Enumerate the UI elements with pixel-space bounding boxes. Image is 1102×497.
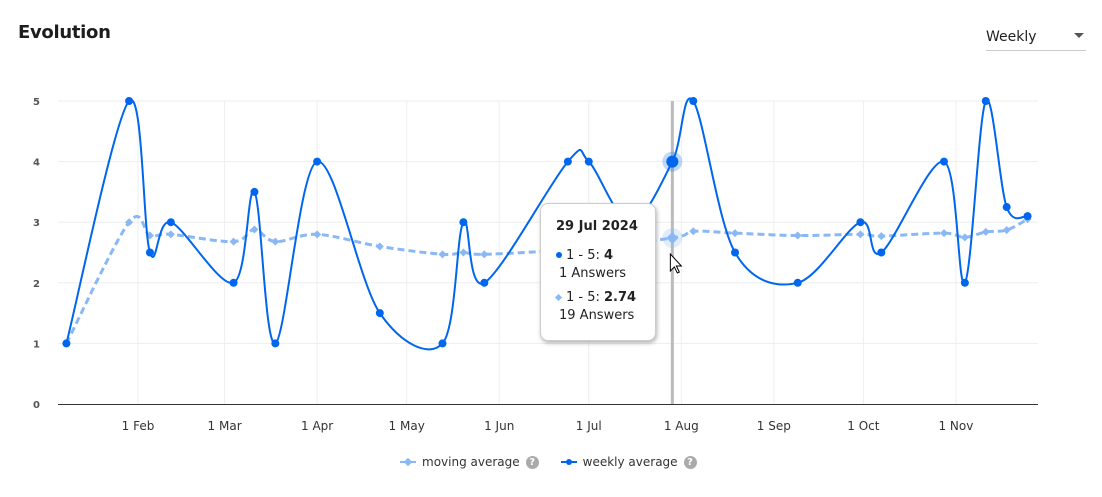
- tooltip-weekly-value: 4: [604, 248, 614, 263]
- y-tick-label: 1: [33, 339, 40, 350]
- weekly-average-point: [313, 157, 322, 166]
- weekly-average-point: [939, 157, 948, 166]
- x-tick-label: 1 May: [389, 419, 425, 433]
- weekly-average-point: [1023, 212, 1032, 221]
- chart-legend: moving average? weekly average?: [400, 455, 697, 469]
- weekly-average-point: [125, 97, 134, 105]
- tooltip-date: 29 Jul 2024: [556, 219, 638, 234]
- weekly-average-point: [250, 187, 259, 196]
- period-select[interactable]: Weekly: [986, 26, 1086, 51]
- weekly-average-point: [856, 218, 865, 227]
- tooltip-moving-count: 19 Answers: [559, 308, 635, 323]
- tooltip-moving-value: 2.74: [604, 290, 637, 305]
- y-tick-label: 0: [33, 400, 40, 411]
- moving-average-point: [313, 230, 322, 239]
- x-tick-label: 1 Feb: [122, 419, 155, 433]
- x-tick-label: 1 Mar: [208, 419, 242, 433]
- x-tick-label: 1 Jun: [484, 419, 514, 433]
- weekly-average-point: [731, 248, 740, 257]
- weekly-average-point: [166, 218, 175, 227]
- y-tick-label: 4: [33, 158, 40, 169]
- weekly-average-point: [438, 339, 447, 348]
- moving-average-swatch-icon: [400, 457, 416, 467]
- weekly-average-point: [689, 97, 698, 105]
- moving-average-point: [438, 250, 447, 259]
- tooltip-weekly-label: 1 - 5:: [566, 248, 605, 263]
- weekly-average-point: [877, 248, 886, 257]
- weekly-average-point: [563, 157, 572, 166]
- weekly-average-point: [229, 278, 238, 287]
- moving-average-point: [856, 230, 865, 239]
- period-select-value: Weekly: [986, 29, 1037, 45]
- moving-average-point: [1002, 226, 1011, 235]
- weekly-average-point: [981, 97, 990, 105]
- help-icon[interactable]: ?: [525, 455, 539, 469]
- moving-average-point: [480, 250, 489, 259]
- x-tick-label: 1 Sep: [757, 419, 791, 433]
- weekly-average-swatch-icon: [560, 457, 577, 467]
- x-tick-label: 1 Oct: [847, 419, 879, 433]
- tooltip-moving-label: 1 - 5:: [566, 290, 605, 305]
- moving-average-point: [689, 227, 698, 236]
- y-tick-label: 3: [33, 218, 40, 229]
- x-tick-label: 1 Jul: [576, 419, 602, 433]
- moving-average-point: [166, 230, 175, 239]
- page-title: Evolution: [18, 22, 111, 43]
- x-tick-label: 1 Aug: [664, 419, 699, 433]
- weekly-average-point: [584, 157, 593, 166]
- weekly-dot-icon: [556, 252, 562, 258]
- chevron-down-icon: [1074, 33, 1084, 38]
- moving-average-point: [877, 232, 886, 241]
- legend-label: moving average: [422, 455, 520, 469]
- weekly-average-point: [62, 339, 71, 348]
- moving-average-point: [960, 233, 969, 242]
- x-tick-label: 1 Nov: [938, 419, 973, 433]
- weekly-average-point: [459, 218, 468, 227]
- tooltip-weekly-count: 1 Answers: [559, 266, 627, 281]
- weekly-average-point: [375, 309, 384, 318]
- weekly-average-point: [480, 278, 489, 287]
- x-tick-label: 1 Apr: [301, 419, 333, 433]
- moving-average-point: [271, 237, 280, 246]
- weekly-average-point: [145, 248, 154, 257]
- moving-average-point: [250, 225, 259, 234]
- series-line-moving-average: [65, 214, 1029, 345]
- legend-item-weekly-average[interactable]: weekly average?: [560, 455, 697, 469]
- cursor-icon: [669, 252, 683, 274]
- moving-average-point: [981, 227, 990, 236]
- moving-diamond-icon: [554, 293, 563, 302]
- weekly-average-point: [666, 155, 679, 168]
- weekly-average-point: [1002, 203, 1011, 212]
- y-tick-label: 2: [33, 279, 40, 290]
- moving-average-point: [125, 218, 134, 227]
- weekly-average-point: [960, 278, 969, 287]
- moving-average-point: [666, 231, 679, 244]
- moving-average-point: [459, 248, 468, 257]
- moving-average-point: [375, 242, 384, 251]
- legend-item-moving-average[interactable]: moving average?: [400, 455, 539, 469]
- moving-average-point: [939, 229, 948, 238]
- moving-average-point: [229, 237, 238, 246]
- help-icon[interactable]: ?: [683, 455, 697, 469]
- weekly-average-point: [793, 278, 802, 287]
- y-tick-label: 5: [33, 97, 40, 108]
- chart-tooltip: 29 Jul 2024 1 - 5: 4 1 Answers 1 - 5: 2.…: [540, 203, 656, 341]
- moving-average-point: [793, 231, 802, 240]
- weekly-average-point: [271, 339, 280, 348]
- moving-average-point: [731, 229, 740, 238]
- legend-label: weekly average: [582, 455, 678, 469]
